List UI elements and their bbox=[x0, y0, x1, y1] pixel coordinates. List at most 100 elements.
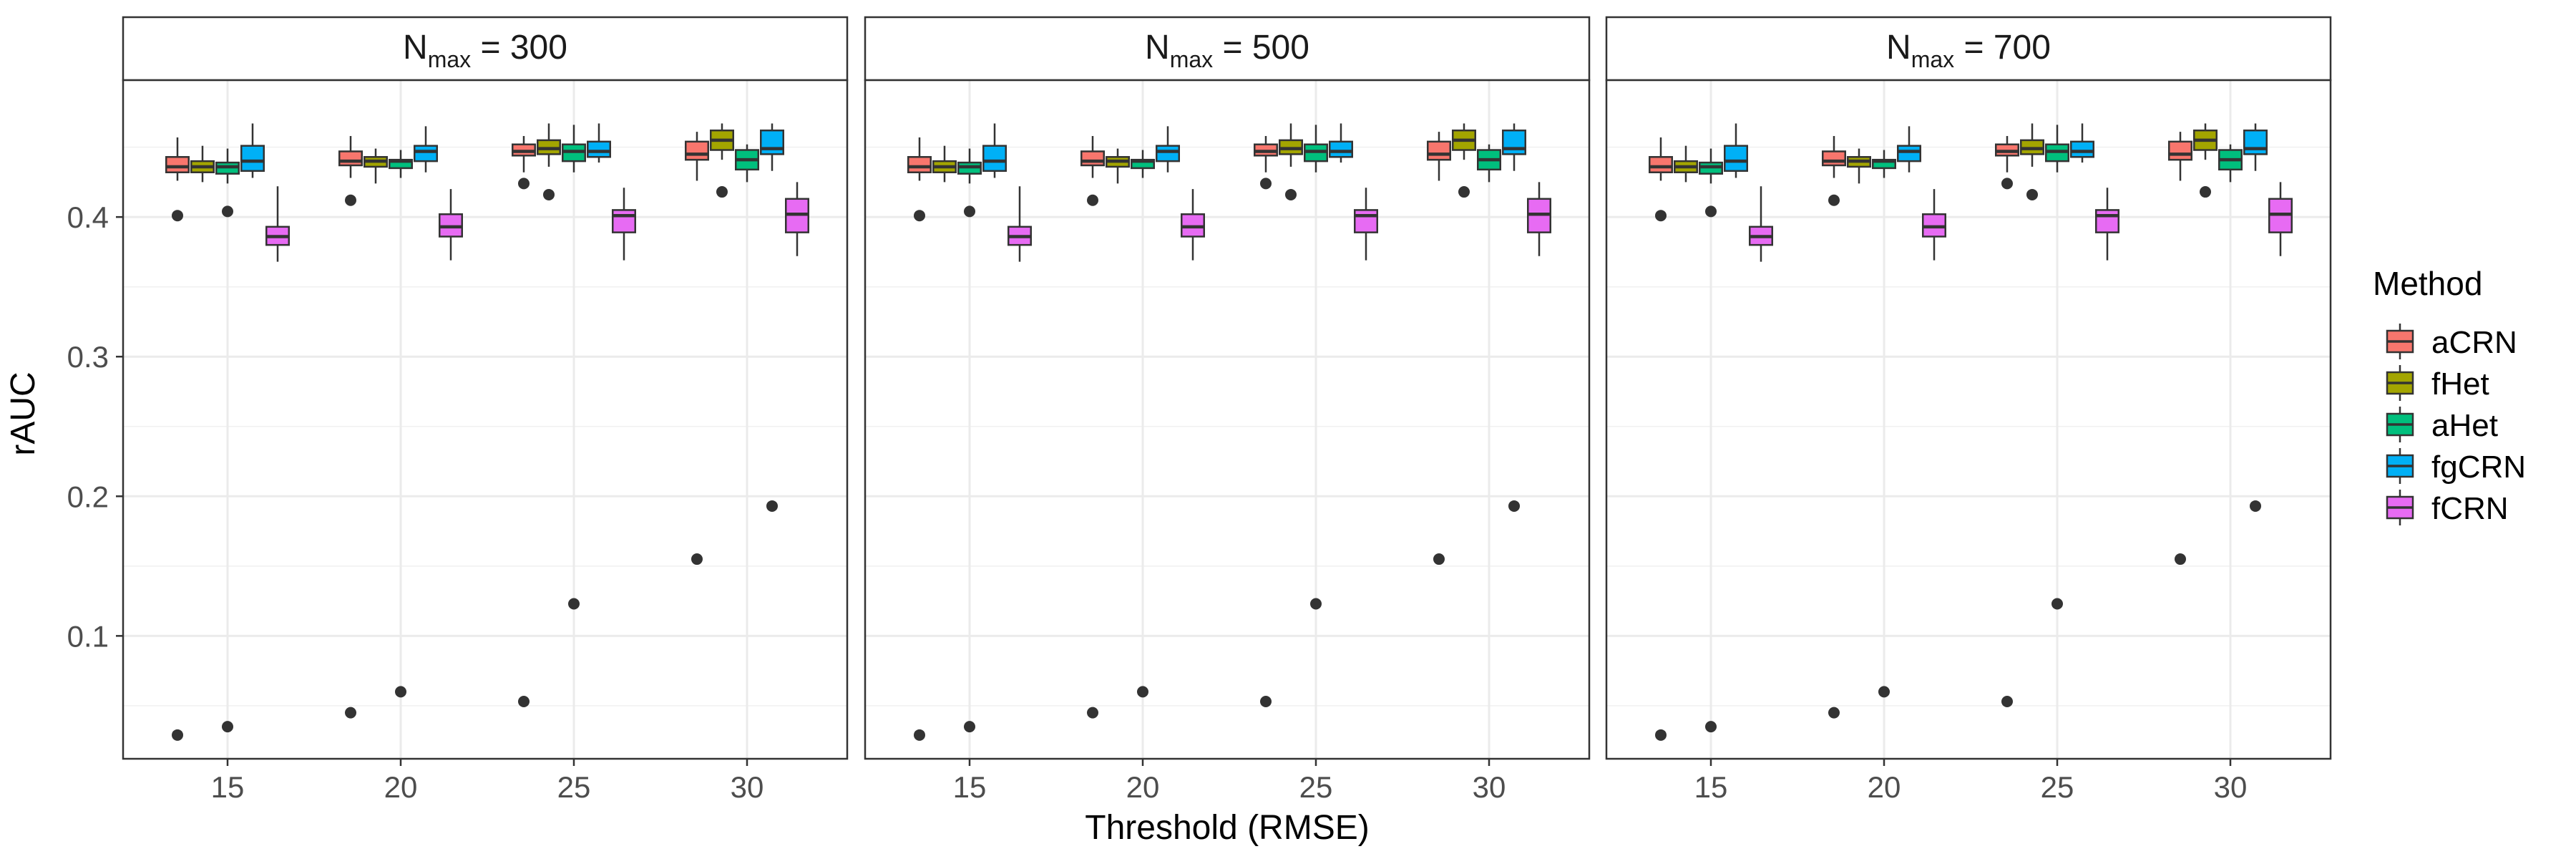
box-fgCRN-15 bbox=[982, 123, 1007, 178]
box-aHet-30 bbox=[735, 144, 759, 183]
outlier-point bbox=[1285, 188, 1297, 200]
outlier-point bbox=[1878, 686, 1890, 698]
box-fgCRN-25 bbox=[2070, 123, 2094, 163]
outlier-point bbox=[1458, 186, 1470, 198]
outlier-point bbox=[518, 178, 530, 190]
y-tick-label: 0.3 bbox=[67, 340, 109, 374]
strip-label-subscript: max bbox=[1911, 47, 1954, 72]
legend-item-fHet: fHet bbox=[2386, 365, 2489, 402]
outlier-point bbox=[2250, 500, 2261, 512]
box-fHet-15 bbox=[1674, 145, 1698, 183]
box-body bbox=[2168, 140, 2192, 161]
x-tick-label: 15 bbox=[953, 770, 987, 804]
box-aCRN-30 bbox=[1427, 132, 1451, 566]
box-aHet-25 bbox=[2045, 125, 2069, 610]
facet-strip bbox=[864, 16, 1591, 82]
strip-label-main: N bbox=[1145, 29, 1170, 67]
outlier-point bbox=[964, 205, 975, 218]
outlier-point bbox=[345, 707, 356, 719]
box-fCRN-20 bbox=[439, 189, 463, 261]
outlier-point bbox=[1655, 210, 1667, 222]
box-body bbox=[760, 129, 784, 155]
outlier-point bbox=[518, 696, 530, 708]
x-tick-label: 25 bbox=[2041, 770, 2074, 804]
box-aHet-25 bbox=[1304, 125, 1328, 610]
box-fHet-30 bbox=[2193, 123, 2218, 198]
strip-label-main: N bbox=[403, 29, 428, 67]
outlier-point bbox=[1508, 500, 1520, 512]
box-aHet-25 bbox=[562, 125, 586, 610]
box-fCRN-15 bbox=[1008, 186, 1032, 262]
box-aCRN-20 bbox=[338, 136, 363, 719]
box-fgCRN-20 bbox=[1897, 126, 1921, 173]
x-tick-label: 15 bbox=[1694, 770, 1728, 804]
legend-item-aCRN: aCRN bbox=[2386, 324, 2517, 360]
outlier-point bbox=[2001, 696, 2013, 708]
outlier-point bbox=[568, 598, 580, 610]
box-fHet-15 bbox=[932, 145, 957, 183]
box-fCRN-30 bbox=[2268, 182, 2293, 256]
legend-item-aHet: aHet bbox=[2386, 407, 2498, 443]
legend: Method aCRN fHet aHet fgCRN fCRN bbox=[2373, 265, 2526, 526]
box-fgCRN-30 bbox=[2243, 123, 2268, 512]
facet-strip-label: Nmax = 300 bbox=[403, 29, 567, 72]
box-body bbox=[1080, 150, 1105, 167]
plot-area bbox=[123, 80, 847, 759]
outlier-point bbox=[2200, 186, 2211, 198]
legend-label: aHet bbox=[2431, 408, 2498, 443]
outlier-point bbox=[1705, 205, 1717, 218]
box-aCRN-15 bbox=[1649, 137, 1673, 741]
box-body bbox=[1156, 145, 1180, 162]
box-fgCRN-15 bbox=[240, 123, 265, 178]
outlier-point bbox=[716, 186, 728, 198]
outlier-point bbox=[2001, 178, 2013, 190]
x-tick-label: 25 bbox=[557, 770, 591, 804]
legend-item-fgCRN: fgCRN bbox=[2386, 448, 2526, 485]
box-body bbox=[414, 145, 438, 162]
box-aHet-20 bbox=[1131, 150, 1155, 698]
box-aCRN-20 bbox=[1080, 136, 1105, 719]
outlier-point bbox=[543, 188, 555, 200]
outlier-point bbox=[222, 205, 233, 218]
x-tick-label: 20 bbox=[1126, 770, 1160, 804]
box-aHet-30 bbox=[2218, 144, 2243, 183]
outlier-point bbox=[172, 210, 183, 222]
box-body bbox=[907, 156, 932, 173]
box-fCRN-15 bbox=[1749, 186, 1773, 262]
box-fgCRN-20 bbox=[1156, 126, 1180, 173]
x-tick-label: 30 bbox=[2214, 770, 2248, 804]
box-body bbox=[685, 140, 709, 161]
box-aHet-15 bbox=[215, 148, 240, 733]
y-axis-title: rAUC bbox=[4, 372, 42, 455]
box-fHet-20 bbox=[1847, 148, 1871, 184]
x-tick-label: 30 bbox=[1473, 770, 1506, 804]
outlier-point bbox=[691, 553, 703, 566]
box-fCRN-25 bbox=[612, 188, 636, 261]
facet-panel-1: Nmax = 300 15 20 25 30 0.1 0.2 0.3 0.4 bbox=[67, 16, 849, 804]
box-body bbox=[2070, 140, 2094, 158]
box-body bbox=[2095, 209, 2119, 233]
box-body bbox=[338, 150, 363, 167]
outlier-point bbox=[964, 721, 975, 733]
box-fHet-20 bbox=[1106, 148, 1130, 184]
strip-label-value: = 300 bbox=[471, 29, 567, 67]
x-tick-label: 15 bbox=[211, 770, 245, 804]
x-tick-label: 25 bbox=[1299, 770, 1333, 804]
box-aHet-20 bbox=[1872, 150, 1896, 698]
box-aHet-15 bbox=[957, 148, 982, 733]
legend-label: aCRN bbox=[2431, 325, 2517, 360]
facet-strip-label: Nmax = 500 bbox=[1145, 29, 1309, 72]
outlier-point bbox=[1260, 696, 1272, 708]
box-fgCRN-25 bbox=[587, 123, 611, 163]
x-tick-label: 30 bbox=[731, 770, 764, 804]
facet-strip-label: Nmax = 700 bbox=[1886, 29, 2051, 72]
box-body bbox=[2243, 129, 2268, 155]
legend-label: fHet bbox=[2431, 367, 2489, 402]
facet-panel-3: Nmax = 700 15 20 25 30 bbox=[1605, 16, 2332, 804]
x-axis-title: Threshold (RMSE) bbox=[1085, 809, 1369, 847]
box-body bbox=[1427, 140, 1451, 161]
box-body bbox=[165, 156, 190, 173]
y-tick-label: 0.2 bbox=[67, 480, 109, 513]
box-aCRN-30 bbox=[685, 132, 709, 566]
box-aHet-30 bbox=[1477, 144, 1501, 183]
